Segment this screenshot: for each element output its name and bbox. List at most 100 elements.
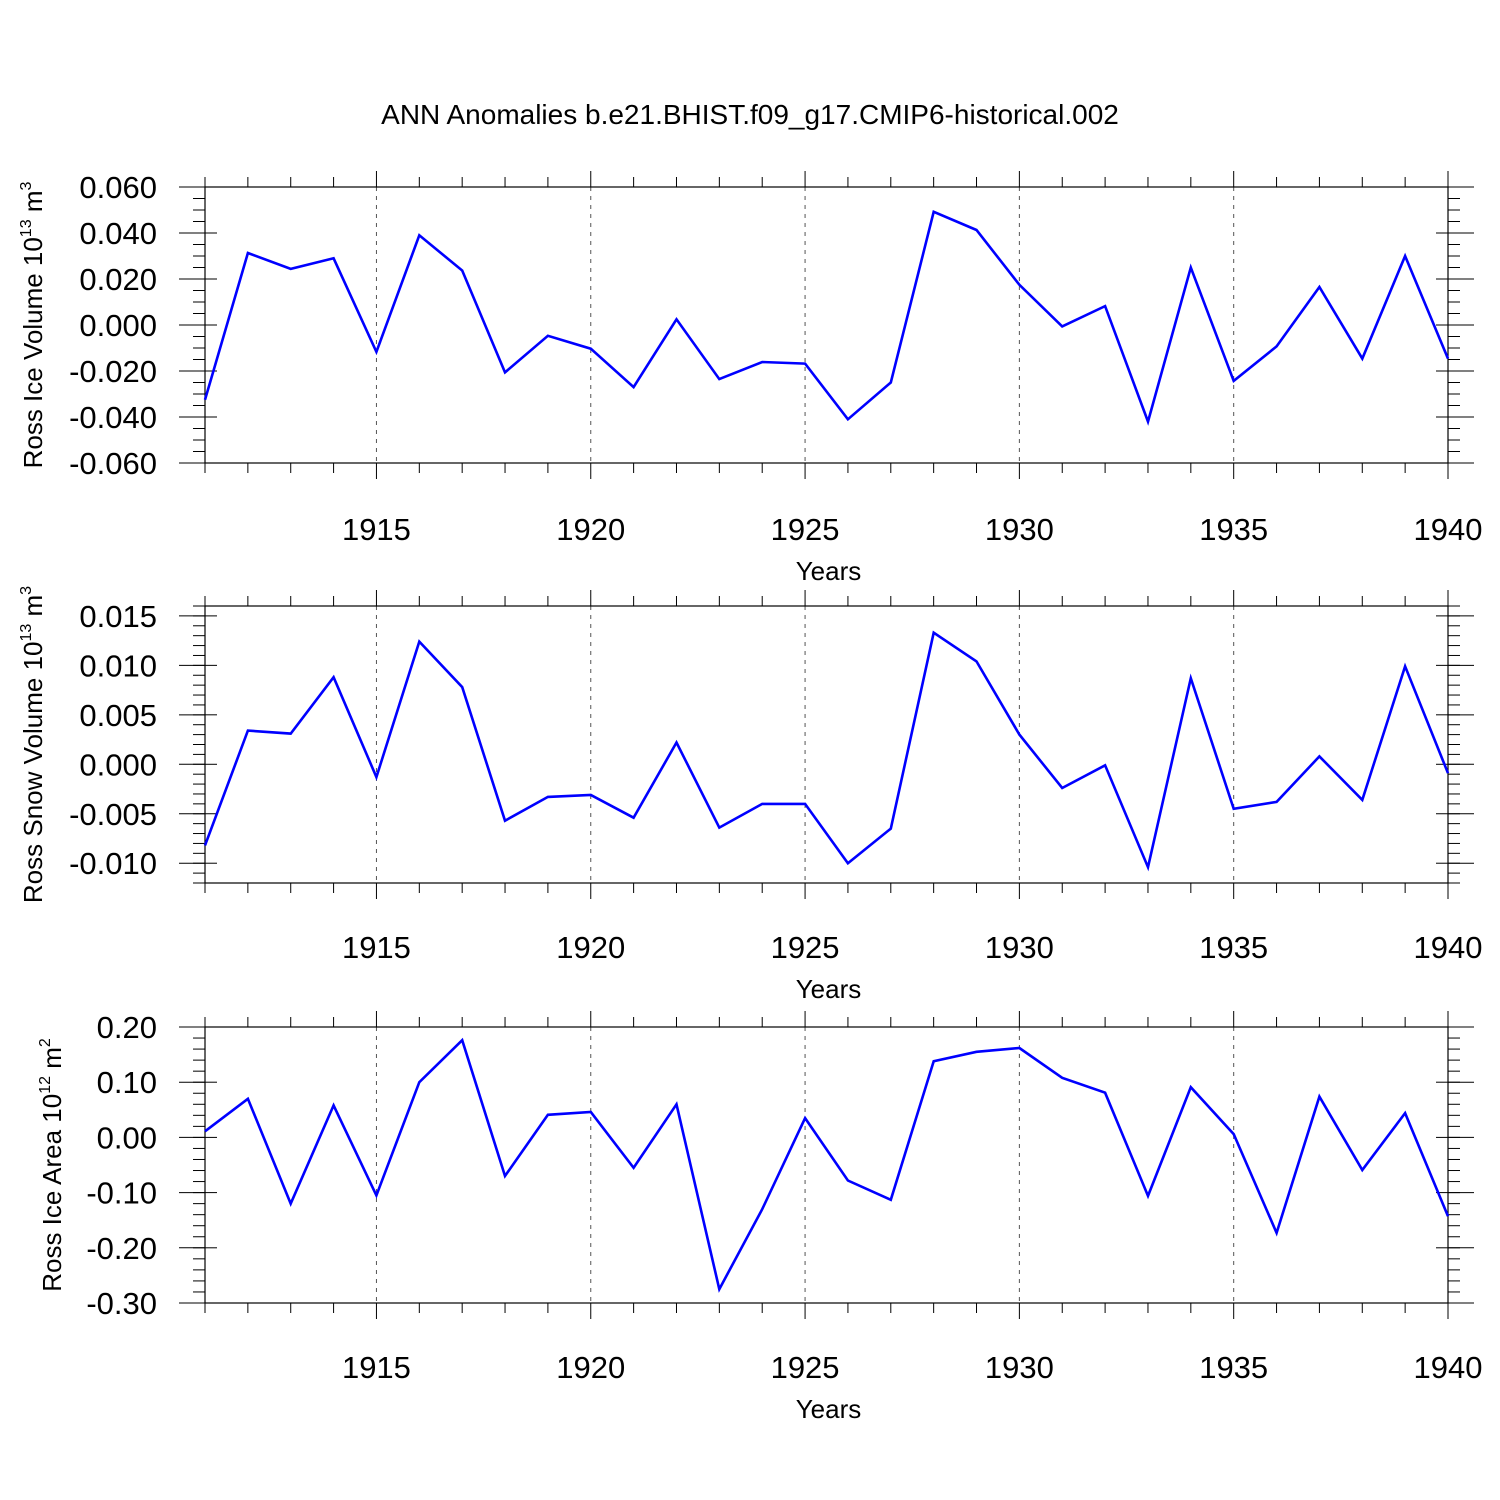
y-tick-label: -0.30 <box>86 1286 157 1321</box>
data-point <box>332 256 336 260</box>
y-tick-label: -0.060 <box>69 446 157 481</box>
data-point <box>846 417 850 421</box>
y-axis-title-unit-exponent: 2 <box>37 1038 54 1047</box>
ice-volume-panel: 1915 1920 1925 1930 1935 1940 0.060 0.040 0.020 0… <box>18 170 1482 586</box>
y-tick-label: 0.00 <box>97 1120 157 1155</box>
x-tick-label: 1940 <box>1414 930 1483 965</box>
y-axis-title-main: Ross Ice Volume 10 <box>18 237 48 468</box>
plot-frame <box>204 186 1449 464</box>
data-point <box>1017 1046 1021 1050</box>
x-tick-label: 1930 <box>985 1350 1054 1385</box>
data-point <box>632 385 636 389</box>
data-point <box>932 210 936 214</box>
data-point <box>1275 344 1279 348</box>
data-point <box>1232 379 1236 383</box>
data-point <box>589 793 593 797</box>
data-point <box>589 1110 593 1114</box>
data-point <box>1360 357 1364 361</box>
data-point <box>203 1129 207 1133</box>
data-point <box>417 1080 421 1084</box>
data-point <box>1232 1132 1236 1136</box>
y-axis-title: Ross Ice Area 1012 m2 <box>37 1038 67 1292</box>
data-point <box>1403 1111 1407 1115</box>
data-point <box>760 360 764 364</box>
data-point <box>717 1287 721 1291</box>
data-point <box>1360 798 1364 802</box>
data-point <box>889 827 893 831</box>
y-tick-label: 0.20 <box>97 1010 157 1045</box>
data-point <box>1060 324 1064 328</box>
data-point <box>546 334 550 338</box>
data-point <box>332 675 336 679</box>
y-axis-title-exponent: 13 <box>18 219 35 237</box>
data-point <box>803 802 807 806</box>
data-point <box>975 228 979 232</box>
y-tick-label: -0.20 <box>86 1231 157 1266</box>
data-point <box>1103 1091 1107 1095</box>
data-point <box>632 1166 636 1170</box>
y-tick-label: 0.10 <box>97 1065 157 1100</box>
data-point <box>717 377 721 381</box>
x-tick-label: 1925 <box>771 930 840 965</box>
data-point <box>1403 254 1407 258</box>
x-tick-label: 1930 <box>985 930 1054 965</box>
x-tick-label: 1920 <box>556 930 625 965</box>
data-point <box>932 1059 936 1063</box>
data-point <box>374 775 378 779</box>
data-point <box>674 741 678 745</box>
y-axis-title-unit-exponent: 3 <box>18 586 35 595</box>
snow-volume-panel: 1915 1920 1925 1930 1935 1940 0.015 0.010 0.005 0… <box>18 586 1482 1004</box>
data-point <box>1103 304 1107 308</box>
data-point <box>1017 283 1021 287</box>
x-tick-label: 1925 <box>771 1350 840 1385</box>
plot-frame <box>204 605 1449 884</box>
y-axis-title-main: Ross Ice Area 10 <box>37 1094 67 1292</box>
data-point <box>289 1202 293 1206</box>
data-point <box>975 659 979 663</box>
x-tick-label: 1935 <box>1199 1350 1268 1385</box>
data-point <box>503 370 507 374</box>
y-axis-title-unit: m <box>18 190 48 219</box>
x-tick-label: 1940 <box>1414 1350 1483 1385</box>
data-point <box>589 347 593 351</box>
data-point <box>289 732 293 736</box>
data-point <box>889 381 893 385</box>
data-point <box>460 685 464 689</box>
y-axis-title-main: Ross Snow Volume 10 <box>18 642 48 904</box>
y-tick-label: 0.060 <box>79 170 157 205</box>
x-tick-label: 1930 <box>985 512 1054 547</box>
data-point <box>760 1207 764 1211</box>
data-point <box>674 317 678 321</box>
data-point <box>546 795 550 799</box>
data-point <box>1317 1095 1321 1099</box>
data-point <box>417 640 421 644</box>
plot-frame <box>204 1026 1449 1304</box>
x-tick-label: 1915 <box>342 1350 411 1385</box>
data-point <box>246 251 250 255</box>
x-tick-label: 1915 <box>342 512 411 547</box>
data-point <box>889 1198 893 1202</box>
data-point <box>1360 1168 1364 1172</box>
y-axis-title-exponent: 13 <box>18 624 35 642</box>
data-point <box>203 398 207 402</box>
y-axis-title-unit: m <box>37 1047 67 1076</box>
data-point <box>374 1193 378 1197</box>
data-point <box>1146 1194 1150 1198</box>
data-point <box>546 1113 550 1117</box>
data-point <box>503 1174 507 1178</box>
y-tick-label: 0.005 <box>79 698 157 733</box>
data-point <box>1189 266 1193 270</box>
data-point <box>1017 733 1021 737</box>
data-point <box>1275 1231 1279 1235</box>
ice-area-panel: 1915 1920 1925 1930 1935 1940 0.20 0.10 0.00 -0.1… <box>37 1010 1482 1424</box>
data-point <box>717 826 721 830</box>
data-point <box>1060 786 1064 790</box>
data-point <box>975 1050 979 1054</box>
y-tick-label: -0.010 <box>69 846 157 881</box>
x-tick-label: 1925 <box>771 512 840 547</box>
y-tick-label: 0.000 <box>79 308 157 343</box>
data-point <box>1146 420 1150 424</box>
data-point <box>1446 1214 1450 1218</box>
data-point <box>1189 676 1193 680</box>
y-tick-label: -0.005 <box>69 797 157 832</box>
